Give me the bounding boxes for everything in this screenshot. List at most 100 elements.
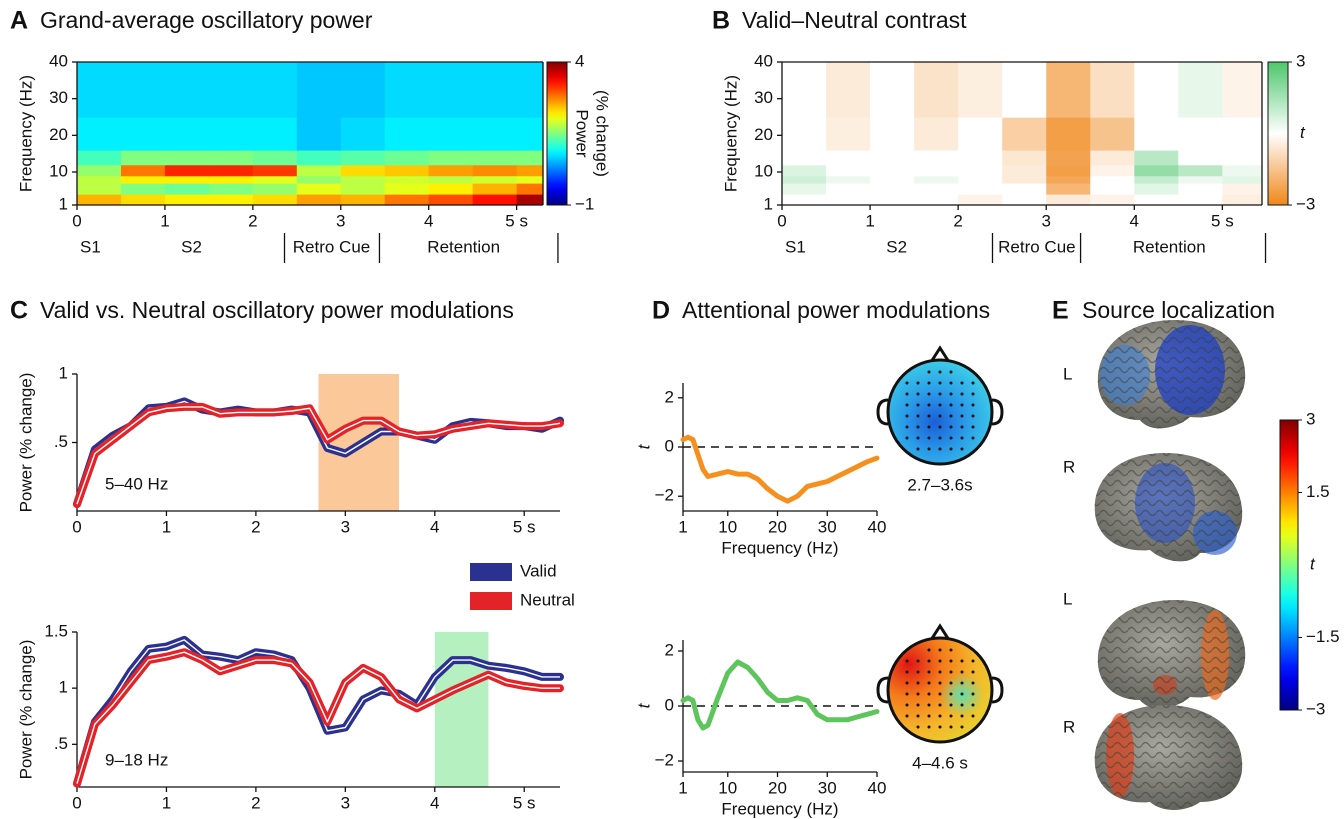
event-label: S2 <box>181 237 202 256</box>
y-tick-label: 2 <box>665 640 674 659</box>
x-tick-label: 0 <box>72 517 81 536</box>
colorbar-tick-label: 1.5 <box>1306 482 1330 501</box>
heatmap-cell <box>1134 62 1179 118</box>
y-axis-label: Power (% change) <box>16 373 35 513</box>
heatmap-cell <box>1222 62 1262 118</box>
electrode <box>916 725 920 729</box>
heatmap-cell <box>1046 183 1091 195</box>
y-tick-label: −2 <box>655 486 674 505</box>
series-line <box>680 434 880 504</box>
heatmap-cell <box>384 183 430 195</box>
heatmap-cell <box>1134 164 1179 177</box>
electrode <box>949 447 953 451</box>
electrode <box>949 648 953 652</box>
panel-title: Source localization <box>1082 297 1275 323</box>
heatmap-cell <box>914 183 959 195</box>
heatmap-cell <box>208 150 254 166</box>
x-tick-label: 20 <box>768 778 787 797</box>
x-tick-label: 0 <box>72 793 81 812</box>
colorbar-tick-label: 3 <box>1296 51 1305 70</box>
heatmap-cell <box>1178 194 1223 205</box>
y-tick-label: 10 <box>49 161 68 180</box>
electrode <box>960 436 964 440</box>
colorbar-tick-label: 4 <box>575 51 584 70</box>
heatmap-cell <box>782 117 827 151</box>
heatmap-cell <box>1002 117 1047 151</box>
heatmap-cell <box>516 194 543 205</box>
electrode <box>960 381 964 385</box>
heatmap-cell <box>1046 175 1091 184</box>
heatmap-cell <box>1222 194 1262 205</box>
source-images <box>1094 320 1246 810</box>
electrode <box>905 436 909 440</box>
colorbar-label: t <box>1300 123 1306 142</box>
heatmap-cell <box>296 62 342 118</box>
y-tick-label: 0 <box>665 436 674 455</box>
electrode <box>960 670 964 674</box>
topo-nose <box>929 345 951 363</box>
electrode <box>949 403 953 407</box>
brain-left-1 <box>1097 320 1246 429</box>
heatmap-cell <box>826 175 871 184</box>
x-tick-label: 5 s <box>1211 211 1234 230</box>
electrode <box>905 670 909 674</box>
heatmap-cell <box>1002 175 1047 184</box>
electrode <box>938 381 942 385</box>
heatmap-cell <box>164 194 210 205</box>
heatmap-cell <box>164 117 210 151</box>
heatmap-cells <box>782 62 1262 205</box>
heatmap-cell <box>252 150 298 166</box>
topo-ear <box>876 398 889 426</box>
heatmap-cell <box>384 175 430 184</box>
annotation: 5–40 Hz <box>105 474 168 493</box>
heatmap-cells <box>77 62 543 205</box>
topo-ear <box>991 398 1004 426</box>
event-label: Retention <box>1133 237 1206 256</box>
panel-title: Valid–Neutral contrast <box>742 7 967 33</box>
heatmap-cell <box>296 150 342 166</box>
electrode <box>916 714 920 718</box>
topo-caption: 2.7–3.6s <box>907 475 972 494</box>
colorbar <box>1267 61 1289 206</box>
event-label: Retro Cue <box>998 237 1075 256</box>
heatmap-cell <box>516 62 543 118</box>
view-label: R <box>1063 717 1075 736</box>
electrode <box>960 403 964 407</box>
y-tick-label: 40 <box>49 51 68 70</box>
electrode <box>949 670 953 674</box>
electrode <box>927 414 931 418</box>
heatmap-cell <box>1178 62 1223 118</box>
electrode <box>927 681 931 685</box>
electrode <box>905 703 909 707</box>
heatmap-cell <box>472 183 518 195</box>
x-tick-label: 30 <box>818 778 837 797</box>
x-tick-label: 1 <box>865 211 874 230</box>
heatmap-cell <box>914 117 959 151</box>
heatmap-cell <box>340 183 386 195</box>
x-tick-label: 4 <box>424 211 433 230</box>
heatmap-cell <box>428 164 474 177</box>
panel-letter: B <box>712 7 730 35</box>
highlight-window <box>434 632 489 787</box>
electrode <box>916 381 920 385</box>
heatmap-cell <box>958 117 1003 151</box>
heatmap-cell <box>472 150 518 166</box>
x-tick-label: 10 <box>718 778 737 797</box>
y-tick-label: 20 <box>49 125 68 144</box>
heatmap-cell <box>208 183 254 195</box>
heatmap-cell <box>1134 194 1179 205</box>
heatmap-cell <box>516 183 543 195</box>
electrode <box>927 648 931 652</box>
electrode <box>905 692 909 696</box>
electrode <box>971 381 975 385</box>
heatmap-cell <box>1090 62 1135 118</box>
heatmap-cell <box>252 62 298 118</box>
heatmap-cell <box>870 117 915 151</box>
colorbar <box>1279 419 1299 711</box>
heatmap-cell <box>208 194 254 205</box>
electrode <box>916 425 920 429</box>
heatmap-cell <box>516 164 543 177</box>
electrode <box>960 447 964 451</box>
electrode <box>927 692 931 696</box>
